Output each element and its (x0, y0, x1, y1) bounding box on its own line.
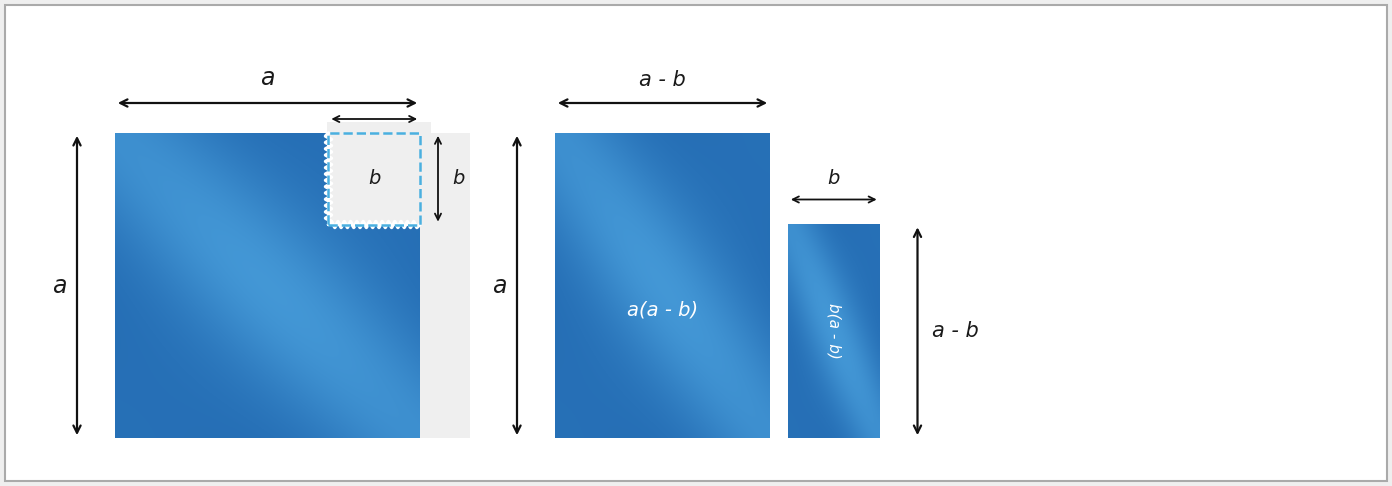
Text: b(a - b): b(a - b) (827, 303, 841, 359)
Text: a: a (491, 274, 507, 297)
Bar (327, 122, 432, 226)
Text: b: b (828, 169, 839, 188)
Text: b: b (367, 169, 380, 188)
Bar (420, 133, 470, 438)
Text: a: a (260, 66, 274, 90)
Text: a(a - b): a(a - b) (626, 300, 697, 319)
Bar (329, 133, 420, 225)
Text: a: a (52, 274, 67, 297)
Text: a - b: a - b (931, 321, 979, 341)
Text: a - b: a - b (639, 70, 686, 90)
Text: b: b (452, 169, 465, 188)
